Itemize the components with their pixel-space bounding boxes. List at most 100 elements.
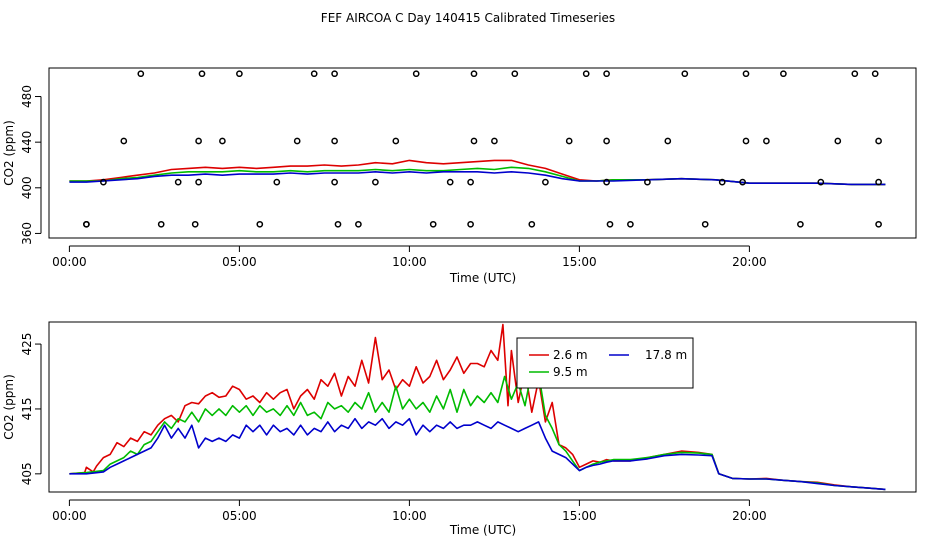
top-scatter-point xyxy=(355,220,362,228)
top-scatter-point xyxy=(310,70,318,78)
bottom-plot-frame xyxy=(48,321,917,493)
top-scatter-point xyxy=(491,137,498,145)
top-x-tick-label: 15:00 xyxy=(562,255,597,269)
top-scatter-point xyxy=(742,70,750,78)
top-scatter-point xyxy=(331,70,338,78)
top-scatter-point xyxy=(273,178,281,186)
top-scatter-point xyxy=(157,220,165,228)
bottom-x-tick-label: 20:00 xyxy=(732,509,767,523)
top-scatter-point xyxy=(412,70,420,78)
top-scatter-point xyxy=(701,220,709,228)
top-scatter-point xyxy=(195,178,202,186)
top-scatter-point xyxy=(817,178,825,186)
top-scatter-point xyxy=(763,137,770,145)
bottom-x-axis-label: Time (UTC) xyxy=(449,523,516,537)
top-y-tick-label: 360 xyxy=(20,222,34,245)
bottom-x-tick-label: 05:00 xyxy=(222,509,257,523)
top-scatter-point xyxy=(739,178,746,186)
top-scatter-point xyxy=(120,137,128,145)
chart-title: FEF AIRCOA C Day 140415 Calibrated Times… xyxy=(321,11,615,25)
top-scatter-point xyxy=(780,70,787,78)
top-scatter-point xyxy=(582,70,590,78)
top-y-axis-label: CO2 (ppm) xyxy=(2,120,16,186)
top-scatter-point xyxy=(718,178,726,186)
top-scatter-point xyxy=(429,220,437,228)
legend-entries: 2.6 m 17.8 m 9.5 m xyxy=(529,348,687,379)
top-scatter-point xyxy=(542,178,549,186)
legend-label: 17.8 m xyxy=(645,348,687,362)
top-y-tick-label: 400 xyxy=(20,176,34,199)
top-x-tick-label: 00:00 xyxy=(52,255,87,269)
top-scatter-point xyxy=(191,220,199,228)
top-x-tick-label: 20:00 xyxy=(732,255,767,269)
top-x-tick-label: 05:00 xyxy=(222,255,257,269)
bottom-y-tick-label: 405 xyxy=(20,462,34,485)
bottom-panel: 00:00 05:00 10:00 15:00 20:00 405 415 425 Time … xyxy=(2,321,917,537)
top-scatter-point xyxy=(851,70,859,78)
top-scatter-point xyxy=(875,220,882,228)
top-scatter-point xyxy=(797,220,804,228)
top-scatter-point xyxy=(372,178,379,186)
bottom-plot-marks xyxy=(69,323,886,491)
bottom-series-line-17-8-m xyxy=(69,417,886,491)
top-panel: 00:00 05:00 10:00 15:00 20:00 360 400 440 480 Ti… xyxy=(2,67,917,285)
top-scatter-point xyxy=(392,137,400,145)
top-plot-marks xyxy=(69,70,886,228)
top-scatter-point xyxy=(467,178,474,186)
bottom-y-tick-label: 425 xyxy=(20,333,34,356)
legend-label: 9.5 m xyxy=(553,365,588,379)
top-y-tick-label: 440 xyxy=(20,131,34,154)
top-scatter-point xyxy=(174,178,182,186)
top-scatter-point xyxy=(681,70,689,78)
bottom-series-line-9-5-m xyxy=(69,369,886,491)
top-x-axis-label: Time (UTC) xyxy=(449,271,516,285)
top-scatter-point xyxy=(293,137,301,145)
top-scatter-point xyxy=(331,178,338,186)
top-scatter-point xyxy=(603,70,610,78)
bottom-series-line-2-6-m xyxy=(69,323,886,491)
top-scatter-point xyxy=(664,137,672,145)
top-scatter-point xyxy=(198,70,206,78)
top-scatter-point xyxy=(606,220,614,228)
legend-box xyxy=(516,337,694,389)
top-scatter-point xyxy=(446,178,454,186)
top-y-tick-label: 480 xyxy=(20,85,34,108)
top-scatter-point xyxy=(256,220,264,228)
legend: 2.6 m 17.8 m 9.5 m xyxy=(516,337,694,389)
top-scatter-point xyxy=(627,220,634,228)
bottom-x-tick-label: 00:00 xyxy=(52,509,87,523)
top-scatter-point xyxy=(83,220,90,228)
top-scatter-point xyxy=(742,137,750,145)
top-scatter-point xyxy=(137,70,145,78)
bottom-x-tick-label: 10:00 xyxy=(392,509,427,523)
top-scatter-point xyxy=(834,137,842,145)
top-scatter-point xyxy=(219,137,226,145)
top-scatter-point xyxy=(331,137,338,145)
top-scatter-point xyxy=(875,137,882,145)
top-scatter-point xyxy=(603,178,610,186)
top-scatter-point xyxy=(470,137,478,145)
legend-label: 2.6 m xyxy=(553,348,588,362)
top-scatter-point xyxy=(603,137,610,145)
top-scatter-point xyxy=(871,70,879,78)
top-scatter-point xyxy=(528,220,536,228)
top-scatter-point xyxy=(467,220,474,228)
top-scatter-point xyxy=(511,70,519,78)
top-scatter-point xyxy=(565,137,573,145)
bottom-y-axis-label: CO2 (ppm) xyxy=(2,374,16,440)
top-scatter-point xyxy=(875,178,882,186)
top-scatter-point xyxy=(470,70,478,78)
top-series-line-2 xyxy=(69,171,886,186)
top-scatter-point xyxy=(236,70,243,78)
top-scatter-point xyxy=(644,178,651,186)
top-scatter-point xyxy=(195,137,202,145)
top-plot-axes: 00:00 05:00 10:00 15:00 20:00 360 400 440 480 xyxy=(20,85,767,269)
bottom-plot-axes: 00:00 05:00 10:00 15:00 20:00 405 415 425 xyxy=(20,333,767,523)
bottom-y-tick-label: 415 xyxy=(20,397,34,420)
top-x-tick-label: 10:00 xyxy=(392,255,427,269)
top-series-line-1 xyxy=(69,166,886,186)
top-plot-frame xyxy=(48,67,917,239)
top-scatter-point xyxy=(100,178,107,186)
top-scatter-point xyxy=(334,220,342,228)
